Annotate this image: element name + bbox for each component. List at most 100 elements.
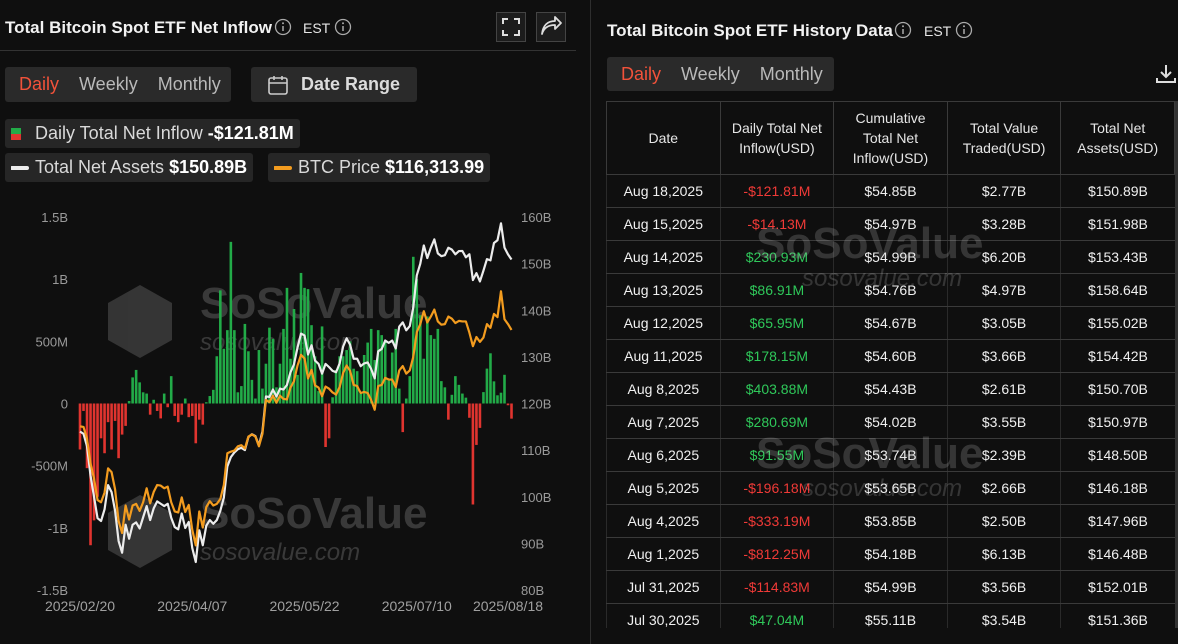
bar [289, 358, 292, 404]
bar [440, 381, 443, 404]
share-button[interactable] [536, 12, 566, 42]
bar [82, 403, 85, 411]
table-row: Aug 13,2025 $86.91M $54.76B $4.97B $158.64B [606, 273, 1175, 307]
tab[interactable]: Monthly [759, 63, 823, 84]
tab[interactable]: Weekly [79, 74, 138, 94]
chart: SoSoValue sosovalue.com SoSoValue sosova… [31, 210, 551, 614]
bar [110, 403, 113, 450]
watermark-url: sosovalue.com [802, 265, 963, 292]
bar [426, 316, 429, 404]
bar [257, 350, 261, 404]
table-cell: Aug 1,2025 [606, 537, 721, 571]
table-cell: $54.76B [833, 273, 948, 307]
table-cell: $150.97B [1060, 405, 1175, 439]
bar [299, 272, 303, 404]
table-cell: Jul 31,2025 [606, 570, 721, 604]
legend-label: Daily Total Net Inflow [35, 123, 203, 143]
bar [369, 328, 373, 404]
bar [376, 330, 380, 404]
y2-tick-label: 130B [521, 350, 551, 365]
bar [138, 382, 141, 404]
line [79, 290, 513, 547]
legend-item[interactable]: Total Net Assets $150.89B [5, 153, 254, 182]
bar [145, 393, 148, 404]
table-cell: $53.74B [833, 438, 948, 472]
bar [264, 363, 268, 404]
y2-tick-label: 120B [521, 397, 551, 412]
column-header: Cumulative Total Net Inflow(USD) [833, 101, 948, 175]
table-cell: $2.39B [946, 438, 1061, 472]
watermark: SoSoValue sosovalue.com SoSoValue sosova… [108, 279, 427, 568]
info-icon[interactable] [955, 21, 975, 41]
bar [92, 403, 96, 521]
bar [492, 381, 496, 404]
table-cell: Aug 7,2025 [606, 405, 721, 439]
table-cell: -$121.81M [719, 174, 834, 208]
download-button[interactable] [1154, 62, 1178, 86]
bar [313, 356, 317, 404]
bar [380, 335, 384, 404]
bar [401, 403, 405, 433]
info-icon[interactable] [274, 18, 294, 38]
y2-tick-label: 110B [521, 443, 550, 458]
table-cell: $65.95M [719, 306, 834, 340]
bar [197, 403, 201, 420]
table-cell: $86.91M [719, 273, 834, 307]
tab[interactable]: Daily [19, 74, 60, 94]
table-cell: Aug 6,2025 [606, 438, 721, 472]
bar [261, 388, 264, 404]
timezone[interactable]: EST [924, 23, 952, 39]
bar [180, 403, 184, 415]
y2-tick-label: 140B [521, 303, 551, 318]
table-cell: $4.97B [946, 273, 1061, 307]
bar [408, 376, 412, 404]
table-cell: $152.01B [1060, 570, 1175, 604]
table-row: Aug 15,2025 -$14.13M $54.97B $3.28B $151.98B [606, 207, 1175, 241]
info-icon[interactable] [334, 18, 354, 38]
column-header: Total Net Assets(USD) [1060, 101, 1175, 175]
table-cell: $230.93M [719, 240, 834, 274]
tab[interactable]: Daily [621, 63, 662, 84]
bar [362, 355, 366, 404]
bar [285, 287, 289, 404]
bar [475, 403, 478, 445]
date-range-button[interactable]: Date Range [251, 67, 417, 102]
tab[interactable]: Monthly [157, 74, 221, 94]
x-tick-label: 2025/04/07 [157, 598, 227, 614]
bar [443, 387, 447, 404]
table-cell: Aug 12,2025 [606, 306, 721, 340]
table-row: Aug 5,2025 -$196.18M $53.65B $2.66B $146.18B [606, 471, 1175, 505]
bar [194, 403, 198, 444]
y2-tick-label: 80B [521, 583, 544, 598]
panel-title: Total Bitcoin Spot ETF Net Inflow [5, 18, 272, 37]
table-cell: $47.04M [719, 603, 834, 628]
timezone[interactable]: EST [303, 20, 331, 36]
table-row: Jul 31,2025 -$114.83M $54.99B $3.56B $152.01… [606, 570, 1175, 604]
fullscreen-button[interactable] [496, 12, 526, 42]
bar [113, 403, 117, 421]
scrollbar[interactable] [1175, 101, 1178, 628]
bar [510, 403, 513, 419]
table-cell: $403.88M [719, 372, 834, 406]
bar [169, 376, 173, 404]
bar [120, 403, 124, 435]
table-cell: $146.48B [1060, 537, 1175, 571]
legend-item[interactable]: BTC Price $116,313.99 [268, 153, 491, 182]
y-tick-label: -500M [31, 459, 68, 474]
bar [471, 403, 475, 505]
info-icon[interactable] [894, 21, 914, 41]
panel-divider [590, 0, 591, 644]
bar [222, 348, 226, 404]
legend-item[interactable]: Daily Total Net Inflow -$121.81M [5, 119, 300, 148]
table-cell: $53.85B [833, 504, 948, 538]
bar [317, 391, 320, 404]
table-cell: $2.66B [946, 471, 1061, 505]
tab[interactable]: Weekly [681, 63, 740, 84]
bar [303, 287, 306, 404]
bar [166, 403, 170, 408]
table-row: Aug 8,2025 $403.88M $54.43B $2.61B $150.70B [606, 372, 1175, 406]
bar [219, 290, 222, 404]
table-row: Aug 14,2025 $230.93M $54.99B $6.20B $153.43B [606, 240, 1175, 274]
x-tick-label: 2025/05/22 [269, 598, 339, 614]
bar [394, 328, 398, 404]
